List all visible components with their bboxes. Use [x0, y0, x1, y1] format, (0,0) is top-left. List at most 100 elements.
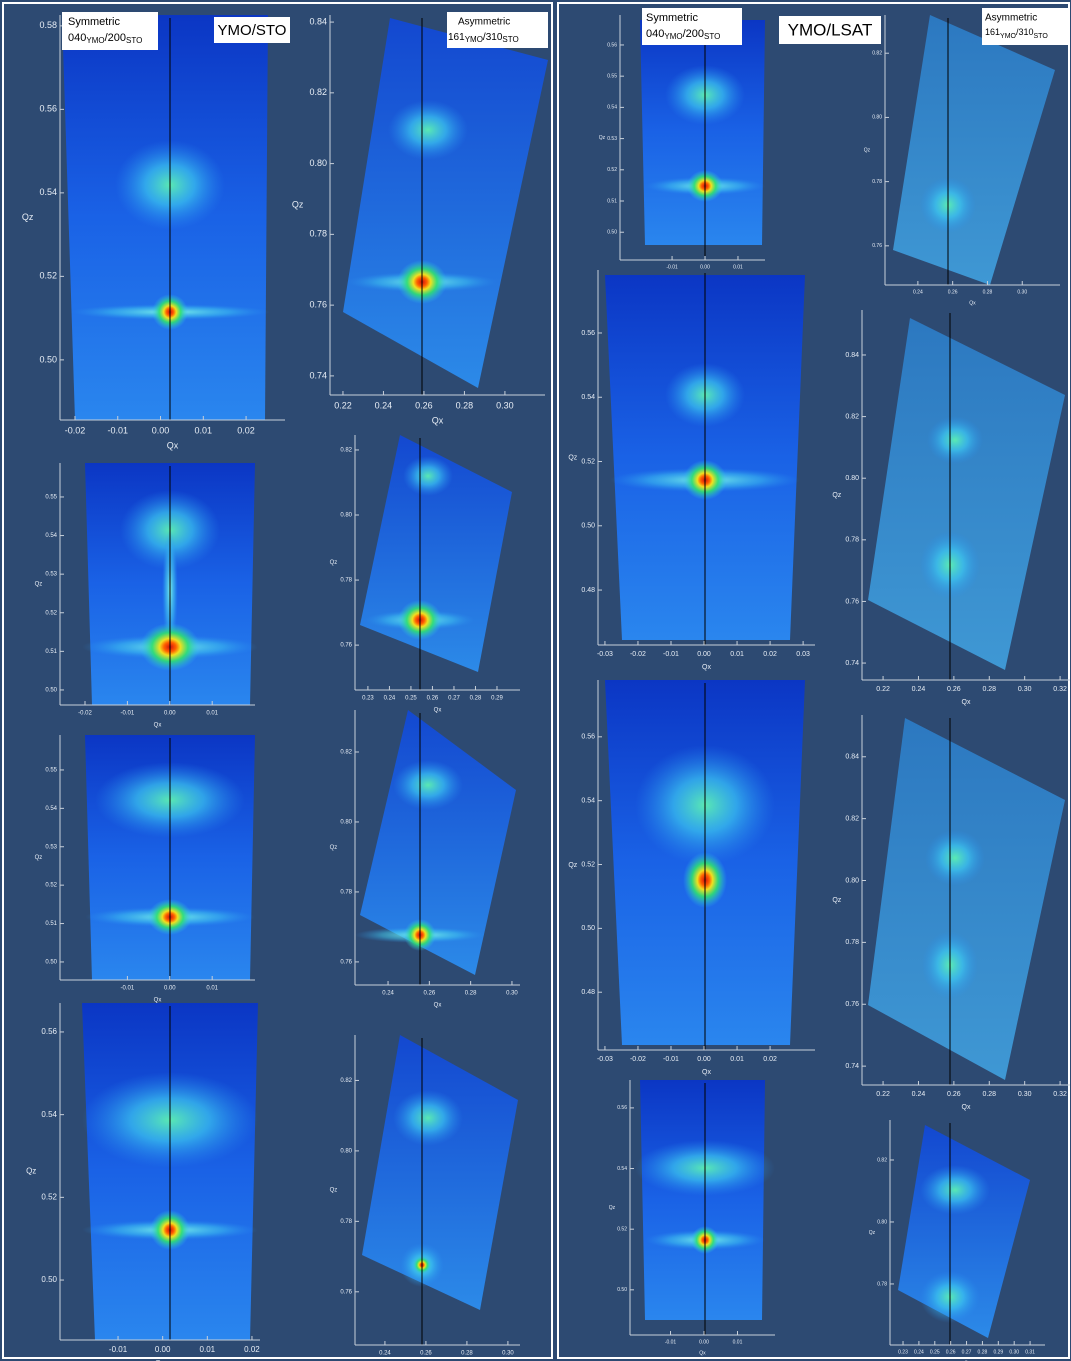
- y-tick-label: 0.55: [607, 74, 617, 80]
- x-tick-label: 0.26: [423, 991, 435, 997]
- x-tick-label: 0.32: [1053, 1091, 1067, 1098]
- diffraction-peak: [388, 100, 468, 160]
- diffraction-peak: [393, 1090, 463, 1146]
- y-tick-label: 0.52: [41, 1192, 57, 1201]
- panels: 0.500.520.540.560.58-0.02 -0.01 0.00 0.01 0.…: [22, 15, 1070, 1361]
- y-tick-label: 0.78: [340, 890, 352, 896]
- x-axis-label: Qx: [167, 440, 179, 450]
- y-tick-label: 0.52: [581, 861, 595, 868]
- y-tick-label: 0.56: [581, 330, 595, 337]
- y-tick-label: 0.74: [309, 370, 327, 380]
- diffraction-peak: [927, 416, 983, 464]
- y-tick-label: 0.53: [45, 844, 57, 850]
- x-axis-label: Qx: [962, 699, 971, 706]
- x-tick-label: 0.24: [379, 1351, 391, 1357]
- x-tick-label: 0.01: [733, 1339, 743, 1345]
- x-axis-label: Qx: [154, 998, 162, 1004]
- y-tick-label: 0.54: [45, 533, 57, 539]
- x-axis-label: Qx: [702, 664, 711, 671]
- label-box: [779, 16, 881, 44]
- x-tick-label: -0.01: [665, 1339, 677, 1345]
- y-axis-label: Qz: [864, 147, 871, 153]
- y-tick-label: 0.51: [45, 649, 57, 655]
- y-tick-label: 0.56: [581, 734, 595, 741]
- sample-title: YMO/STO: [218, 22, 287, 39]
- y-tick-label: 0.80: [845, 475, 859, 482]
- x-tick-label: 0.02: [244, 1345, 260, 1354]
- y-tick-label: 0.82: [872, 51, 882, 57]
- x-tick-label: -0.01: [663, 651, 679, 658]
- map-panel: 0.78 0.80 0.82 0.23 0.24 0.25 0.26 0.27 0.28 0.29…: [869, 1120, 1045, 1361]
- intensity-map: [868, 718, 1065, 1080]
- x-tick-label: -0.02: [630, 651, 646, 658]
- intensity-map: [893, 15, 1055, 285]
- y-tick-label: 0.76: [340, 643, 352, 649]
- y-tick-label: 0.48: [581, 989, 595, 996]
- x-tick-label: 0.01: [733, 264, 743, 270]
- x-tick-label: -0.01: [107, 425, 128, 435]
- x-tick-label: -0.02: [78, 711, 92, 717]
- diffraction-peak: [393, 760, 463, 810]
- y-tick-label: 0.55: [45, 495, 57, 501]
- x-tick-label: 0.30: [1018, 686, 1032, 693]
- y-tick-label: 0.80: [340, 513, 352, 519]
- x-tick-label: 0.00: [155, 1345, 171, 1354]
- y-tick-label: 0.84: [845, 754, 859, 761]
- label: Asymmetric: [458, 17, 510, 28]
- x-tick-label: 0.29: [993, 1349, 1003, 1355]
- x-tick-label: 0.28: [461, 1351, 473, 1357]
- x-tick-label: 0.26: [415, 400, 433, 410]
- x-tick-label: 0.01: [200, 1345, 216, 1354]
- y-tick-label: 0.50: [45, 688, 57, 694]
- y-axis-label: Qz: [330, 560, 338, 566]
- x-tick-label: 0.00: [164, 986, 176, 992]
- formula: 040YMO/200STO: [646, 28, 720, 41]
- x-tick-label: -0.01: [121, 986, 135, 992]
- x-tick-label: 0.00: [699, 1339, 709, 1345]
- map-panel: 0.48 0.50 0.52 0.54 0.56 -0.03 -0.02 -0.01 0.00 0…: [568, 680, 815, 1076]
- y-tick-label: 0.82: [845, 413, 859, 420]
- x-axis-label: Qx: [432, 415, 444, 425]
- map-panel: 0.76 0.78 0.80 0.82 0.23 0.24 0.25 0.26 0.27 0.28…: [330, 435, 520, 714]
- x-tick-label: -0.02: [630, 1056, 646, 1063]
- x-tick-label: 0.23: [898, 1349, 908, 1355]
- y-tick-label: 0.56: [41, 1027, 57, 1036]
- diffraction-peak: [403, 456, 453, 496]
- label: Symmetric: [68, 16, 120, 28]
- y-tick-label: 0.78: [872, 179, 882, 185]
- y-tick-label: 0.84: [309, 16, 327, 26]
- x-tick-label: 0.00: [700, 264, 710, 270]
- diffraction-peak: [920, 1165, 990, 1215]
- y-axis-label: Qz: [832, 492, 841, 499]
- x-tick-label: 0.22: [334, 400, 352, 410]
- x-tick-label: 0.28: [983, 289, 993, 295]
- x-tick-label: 0.00: [697, 651, 711, 658]
- y-tick-label: 0.80: [309, 158, 327, 168]
- y-tick-label: 0.74: [845, 660, 859, 667]
- x-tick-label: 0.01: [206, 711, 218, 717]
- y-tick-label: 0.52: [45, 610, 57, 616]
- x-tick-label: 0.28: [982, 686, 996, 693]
- x-tick-label: 0.30: [1018, 1091, 1032, 1098]
- intensity-map: [343, 18, 548, 388]
- x-tick-label: 0.24: [913, 289, 923, 295]
- x-tick-label: 0.01: [206, 986, 218, 992]
- x-tick-label: -0.02: [65, 425, 86, 435]
- x-axis-label: Qx: [969, 300, 976, 306]
- y-tick-label: 0.80: [877, 1219, 887, 1225]
- x-tick-label: 0.01: [730, 1056, 744, 1063]
- x-tick-label: 0.27: [962, 1349, 972, 1355]
- x-tick-label: 0.02: [763, 651, 777, 658]
- x-axis-label: Qx: [962, 1104, 971, 1111]
- intensity-map: [640, 1080, 765, 1320]
- y-axis-label: Qz: [599, 135, 606, 141]
- map-panel: 0.50 0.51 0.52 0.53 0.54 0.55 0.56 -0.01 0.00 0.0…: [599, 15, 765, 281]
- y-tick-label: 0.78: [845, 939, 859, 946]
- map-panel: 0.50 0.52 0.54 0.56 -0.01 0.00 0.01 Qx Qz: [609, 1080, 775, 1356]
- x-tick-label: 0.24: [384, 696, 396, 702]
- x-tick-label: 0.00: [164, 711, 176, 717]
- x-tick-label: 0.30: [502, 1351, 514, 1357]
- x-tick-label: -0.01: [109, 1345, 128, 1354]
- y-tick-label: 0.54: [39, 187, 57, 197]
